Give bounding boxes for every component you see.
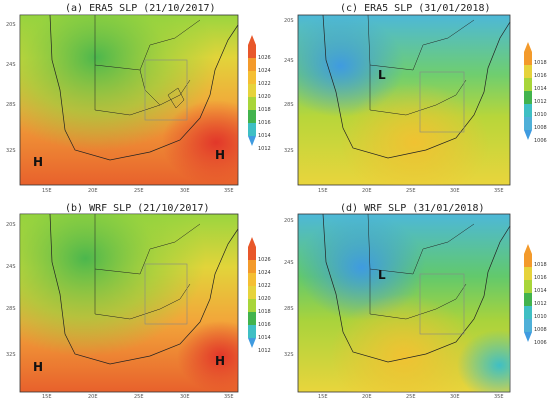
panel-a: (a) ERA5 SLP (21/10/2017) xyxy=(0,0,271,200)
colorbar-label: 1006 xyxy=(534,340,547,346)
lon-label: 30E xyxy=(450,394,460,400)
colorbar-a xyxy=(248,35,256,146)
colorbar-label: 1008 xyxy=(534,327,547,333)
lon-label: 25E xyxy=(134,188,144,194)
colorbar-label: 1006 xyxy=(534,138,547,144)
colorbar-label: 1018 xyxy=(534,262,547,268)
lon-label: 30E xyxy=(450,188,460,194)
pressure-centre-label: H xyxy=(215,148,226,162)
lat-label: 24S xyxy=(284,58,294,64)
lat-label: 24S xyxy=(284,260,294,266)
colorbar-label: 1016 xyxy=(258,120,271,126)
pressure-centre-label: H xyxy=(215,354,226,368)
colorbar-label: 1022 xyxy=(258,81,271,87)
colorbar-label: 1012 xyxy=(258,348,271,354)
colorbar-label: 1014 xyxy=(534,288,547,294)
lon-label: 25E xyxy=(406,394,416,400)
panel-b: (b) WRF SLP (21/10/2017) xyxy=(0,202,271,403)
lon-label: 35E xyxy=(224,188,234,194)
panel-d: (d) WRF SLP (31/01/2018) xyxy=(278,202,550,403)
lon-label: 20E xyxy=(88,394,98,400)
lat-label: 32S xyxy=(284,352,294,358)
colorbar-label: 1010 xyxy=(534,112,547,118)
colorbar-label: 1008 xyxy=(534,125,547,131)
panel-title: (a) ERA5 SLP (21/10/2017) xyxy=(65,3,216,14)
slp-map-c xyxy=(297,14,511,186)
colorbar-label: 1010 xyxy=(534,314,547,320)
colorbar-label: 1016 xyxy=(258,322,271,328)
lat-label: 24S xyxy=(6,62,16,68)
colorbar-label: 1018 xyxy=(534,60,547,66)
colorbar-label: 1016 xyxy=(534,275,547,281)
lat-label: 20S xyxy=(6,222,16,228)
colorbar-label: 1014 xyxy=(534,86,547,92)
lat-label: 20S xyxy=(284,218,294,224)
lat-label: 32S xyxy=(6,352,16,358)
colorbar-label: 1024 xyxy=(258,68,271,74)
lat-label: 24S xyxy=(6,264,16,270)
lat-label: 32S xyxy=(6,148,16,154)
colorbar-d xyxy=(524,244,532,342)
pressure-centre-label: H xyxy=(33,360,44,374)
lat-label: 20S xyxy=(6,22,16,28)
lon-label: 20E xyxy=(88,188,98,194)
colorbar-label: 1016 xyxy=(534,73,547,79)
pressure-centre-label: L xyxy=(378,68,386,82)
lon-label: 30E xyxy=(180,188,190,194)
lat-label: 20S xyxy=(284,18,294,24)
lon-label: 35E xyxy=(494,394,504,400)
lon-label: 30E xyxy=(180,394,190,400)
panel-title: (c) ERA5 SLP (31/01/2018) xyxy=(340,3,491,14)
colorbar-label: 1020 xyxy=(258,296,271,302)
colorbar-b xyxy=(248,237,256,348)
pressure-centre-label: L xyxy=(378,268,386,282)
colorbar-label: 1012 xyxy=(534,301,547,307)
panel-title: (b) WRF SLP (21/10/2017) xyxy=(65,203,210,214)
panel-c: (c) ERA5 SLP (31/01/2018) 20S 2 xyxy=(278,0,550,200)
lon-label: 20E xyxy=(362,188,372,194)
colorbar-label: 1022 xyxy=(258,283,271,289)
colorbar-c xyxy=(524,42,532,140)
lat-label: 28S xyxy=(284,102,294,108)
lon-label: 15E xyxy=(318,394,328,400)
colorbar-label: 1012 xyxy=(534,99,547,105)
lon-label: 15E xyxy=(42,188,52,194)
colorbar-label: 1014 xyxy=(258,133,271,139)
colorbar-label: 1024 xyxy=(258,270,271,276)
colorbar-label: 1026 xyxy=(258,257,271,263)
lat-label: 32S xyxy=(284,148,294,154)
lat-label: 28S xyxy=(6,306,16,312)
lon-label: 35E xyxy=(224,394,234,400)
colorbar-label: 1020 xyxy=(258,94,271,100)
colorbar-label: 1018 xyxy=(258,309,271,315)
lon-label: 25E xyxy=(134,394,144,400)
lon-label: 35E xyxy=(494,188,504,194)
panel-title: (d) WRF SLP (31/01/2018) xyxy=(340,203,485,214)
lat-label: 28S xyxy=(284,306,294,312)
colorbar-label: 1012 xyxy=(258,146,271,152)
slp-map-a xyxy=(19,14,239,186)
colorbar-label: 1014 xyxy=(258,335,271,341)
pressure-centre-label: H xyxy=(33,155,44,169)
colorbar-label: 1026 xyxy=(258,55,271,61)
slp-map-d xyxy=(297,213,511,393)
lat-label: 28S xyxy=(6,102,16,108)
lon-label: 25E xyxy=(406,188,416,194)
lon-label: 15E xyxy=(318,188,328,194)
slp-map-b xyxy=(19,213,239,393)
lon-label: 20E xyxy=(362,394,372,400)
colorbar-label: 1018 xyxy=(258,107,271,113)
lon-label: 15E xyxy=(42,394,52,400)
